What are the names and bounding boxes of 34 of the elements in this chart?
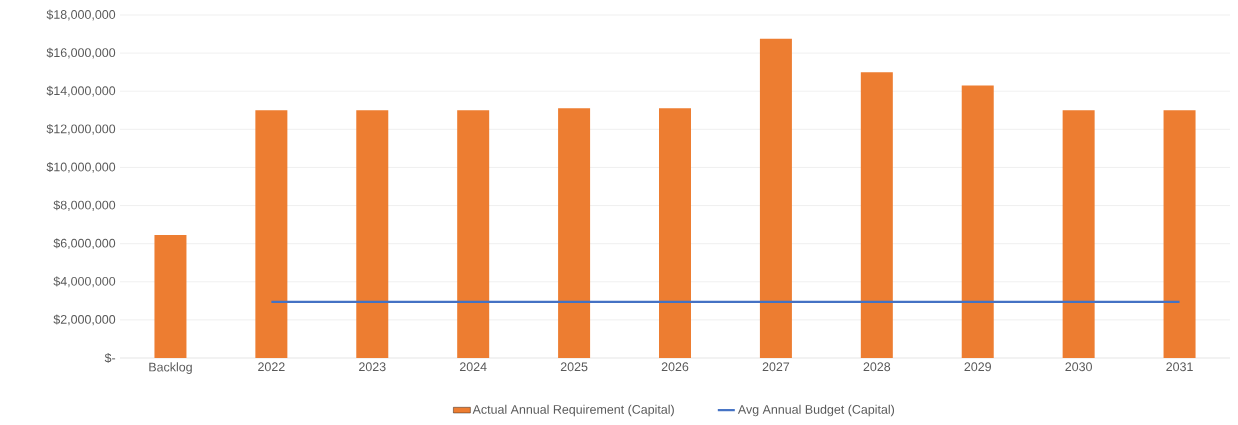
bar (558, 108, 591, 358)
x-tick-label: 2022 (258, 362, 285, 372)
y-tick-label: $18,000,000 (46, 9, 116, 21)
y-tick-label: $4,000,000 (53, 276, 116, 288)
bar (154, 235, 187, 358)
y-tick-label: $2,000,000 (53, 314, 116, 326)
y-tick-label: $16,000,000 (46, 47, 116, 59)
x-tick-label: 2025 (560, 362, 588, 372)
y-tick-label: $8,000,000 (53, 200, 116, 211)
bar (860, 72, 893, 358)
y-tick-label: $6,000,000 (53, 238, 116, 250)
bar (356, 110, 389, 358)
bar (255, 110, 288, 358)
x-tick-label: 2030 (1065, 362, 1092, 372)
x-tick-label: 2028 (863, 362, 891, 372)
x-tick-label: 2031 (1166, 362, 1193, 372)
x-tick-label: Backlog (149, 362, 192, 374)
y-tick-label: $14,000,000 (46, 85, 116, 97)
x-tick-label: 2026 (661, 362, 689, 372)
bar (457, 110, 490, 358)
bar (659, 108, 691, 358)
legend-label: Avg Annual Budget (Capital) (737, 404, 895, 417)
x-tick-label: 2027 (762, 362, 790, 372)
x-tick-label: 2024 (459, 362, 487, 372)
y-tick-label: $- (104, 352, 116, 364)
bar (1062, 110, 1095, 358)
x-tick-label: 2023 (359, 362, 386, 372)
bar (1163, 110, 1196, 358)
legend-label: Actual Annual Requirement (Capital) (472, 404, 674, 417)
y-tick-label: $12,000,000 (46, 123, 116, 135)
bar (759, 38, 792, 358)
bar (961, 85, 994, 358)
x-tick-label: 2029 (964, 362, 991, 372)
y-tick-label: $10,000,000 (46, 162, 116, 173)
